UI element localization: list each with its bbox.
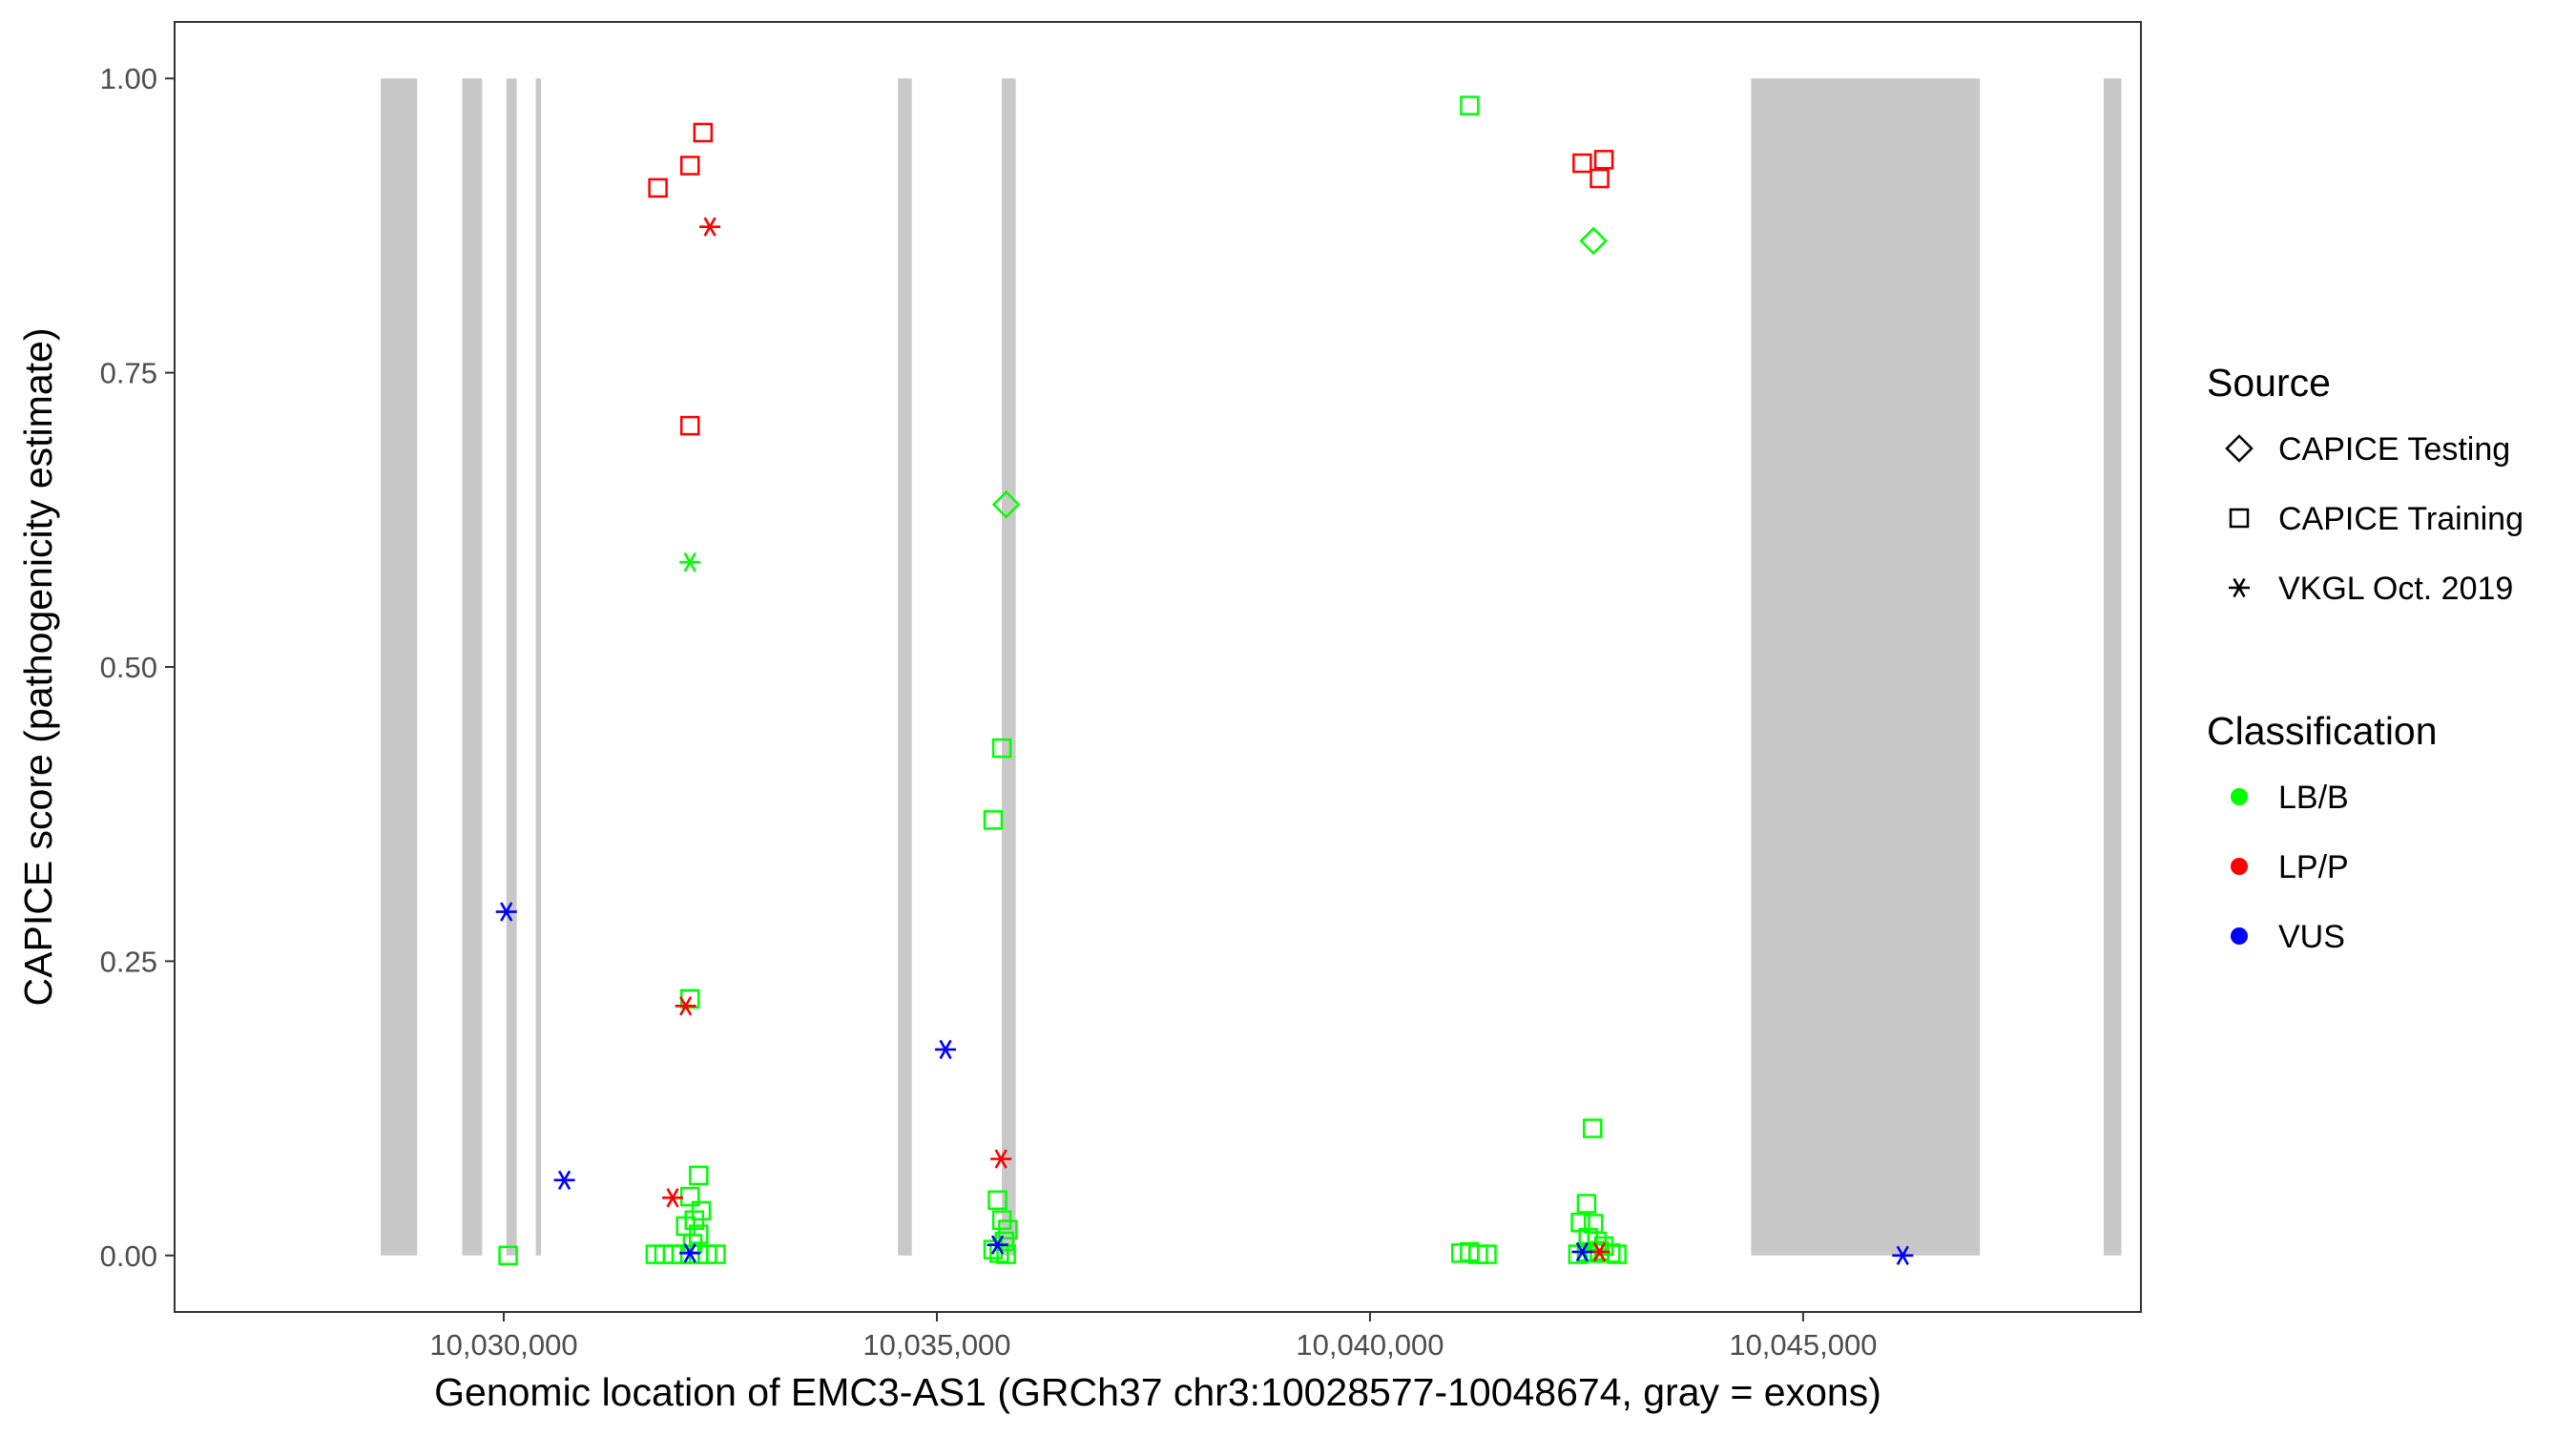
exon-band	[1751, 78, 1981, 1256]
legend-item-label: CAPICE Training	[2278, 501, 2524, 537]
exon-band	[535, 78, 542, 1256]
data-point-square	[1589, 168, 1610, 189]
data-point-asterisk	[662, 1188, 684, 1208]
data-point-square	[998, 1219, 1018, 1239]
exon-band	[381, 78, 418, 1256]
legend: Source Classification CAPICE Testing CAPI…	[2207, 361, 2524, 955]
data-point-asterisk	[1892, 1245, 1914, 1265]
axis-layer: 10,030,000 10,035,000 10,040,000 10,045,000…	[100, 62, 1878, 1362]
exon-band	[462, 78, 483, 1256]
data-point-square	[1477, 1244, 1497, 1264]
exon-layer	[381, 78, 2122, 1256]
data-point-square	[987, 1190, 1008, 1211]
data-point-square	[679, 156, 700, 176]
data-point-asterisk	[699, 217, 721, 237]
data-point-asterisk	[935, 1039, 957, 1060]
data-point-square	[1460, 95, 1480, 115]
legend-item-label: VUS	[2278, 919, 2345, 955]
legend-key-asterisk	[2229, 577, 2250, 598]
legend-source-title: Source	[2207, 361, 2331, 405]
legend-key-dot	[2231, 927, 2248, 945]
x-tick-label: 10,040,000	[1296, 1328, 1444, 1362]
data-point-square	[1593, 150, 1614, 170]
x-axis-title: Genomic location of EMC3-AS1 (GRCh37 chr…	[434, 1370, 1881, 1414]
exon-band	[2103, 78, 2122, 1256]
legend-classification-title: Classification	[2207, 709, 2438, 753]
data-point-square	[1572, 153, 1592, 174]
data-point-square	[693, 122, 714, 143]
y-tick-label: 0.25	[100, 945, 157, 978]
data-point-asterisk	[675, 996, 696, 1016]
data-point-square	[983, 810, 1004, 830]
data-point-square	[1583, 1118, 1603, 1138]
legend-key-dot	[2231, 858, 2248, 875]
data-point-square	[1607, 1244, 1627, 1264]
exon-band	[898, 78, 912, 1256]
legend-key-square	[2229, 508, 2250, 529]
data-point-asterisk	[495, 902, 517, 922]
exon-band	[506, 78, 517, 1256]
x-tick-label: 10,045,000	[1729, 1328, 1877, 1362]
y-axis-title: CAPICE score (pathogenicity estimate)	[16, 328, 60, 1007]
data-point-square	[684, 1210, 705, 1231]
data-point-asterisk	[1571, 1241, 1593, 1262]
data-point-square	[689, 1165, 709, 1186]
legend-item-label: CAPICE Testing	[2278, 431, 2510, 468]
legend-key-dot	[2231, 788, 2248, 805]
exon-band	[1002, 78, 1016, 1256]
data-point-asterisk	[679, 1243, 701, 1263]
data-point-square	[1576, 1194, 1597, 1214]
y-tick-label: 0.00	[100, 1239, 157, 1273]
data-point-square	[498, 1245, 518, 1266]
y-tick-label: 0.50	[100, 651, 157, 684]
data-point-asterisk	[679, 552, 701, 572]
y-tick-label: 0.75	[100, 357, 157, 390]
data-point-square	[706, 1244, 726, 1264]
legend-key-diamond	[2225, 434, 2254, 463]
data-point-diamond	[1579, 226, 1608, 256]
y-tick-label: 1.00	[100, 62, 157, 95]
data-point-square	[983, 1239, 1004, 1259]
legend-item-label: LB/B	[2278, 780, 2349, 816]
data-point-diamond	[991, 489, 1021, 519]
legend-item-label: VKGL Oct. 2019	[2278, 571, 2513, 607]
legend-item-label: LP/P	[2278, 849, 2349, 885]
x-tick-label: 10,030,000	[429, 1328, 577, 1362]
data-point-square	[679, 415, 700, 436]
data-point-asterisk	[553, 1170, 575, 1191]
data-point-square	[648, 177, 668, 198]
data-point-square	[991, 738, 1012, 759]
point-layer	[495, 95, 1914, 1266]
data-point-asterisk	[987, 1235, 1008, 1255]
x-tick-label: 10,035,000	[862, 1328, 1010, 1362]
data-point-asterisk	[990, 1149, 1012, 1169]
plot-panel-border	[174, 21, 2142, 1313]
